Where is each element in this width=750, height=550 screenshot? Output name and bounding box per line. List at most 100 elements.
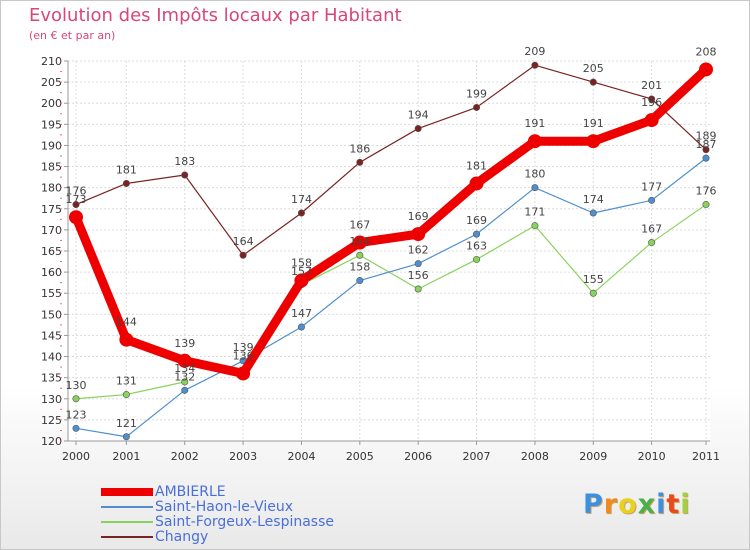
data-point bbox=[352, 235, 367, 250]
legend-swatch bbox=[101, 488, 153, 496]
data-point bbox=[589, 289, 597, 297]
data-label: 181 bbox=[116, 163, 137, 176]
data-point bbox=[531, 61, 539, 69]
data-point bbox=[181, 378, 189, 386]
data-point bbox=[414, 260, 422, 268]
data-label: 132 bbox=[174, 370, 195, 383]
legend-label: Saint-Haon-le-Vieux bbox=[155, 499, 294, 515]
data-point bbox=[702, 146, 710, 154]
data-point bbox=[297, 323, 305, 331]
data-point bbox=[122, 391, 130, 399]
data-label: 171 bbox=[524, 206, 545, 219]
data-point bbox=[586, 134, 601, 149]
data-label: 183 bbox=[174, 155, 195, 168]
axes: 120 125 130 135 140 145 150 155 160 165 170 175 180 1… bbox=[41, 55, 720, 463]
x-tick-label: 2010 bbox=[638, 450, 666, 463]
data-point bbox=[72, 424, 80, 432]
series-line bbox=[71, 64, 711, 378]
data-point bbox=[702, 201, 710, 209]
data-label: 164 bbox=[233, 235, 254, 248]
data-label: 158 bbox=[349, 261, 370, 274]
data-label: 139 bbox=[174, 337, 195, 350]
data-point bbox=[473, 103, 481, 111]
series-changy bbox=[72, 61, 710, 259]
data-label: 209 bbox=[524, 45, 545, 58]
data-label: 162 bbox=[408, 244, 429, 257]
data-point bbox=[297, 209, 305, 217]
data-label: 174 bbox=[583, 193, 604, 206]
data-label: 176 bbox=[66, 185, 87, 198]
data-label: 177 bbox=[641, 180, 662, 193]
data-point bbox=[356, 251, 364, 259]
data-point bbox=[473, 255, 481, 263]
data-point bbox=[72, 395, 80, 403]
data-point bbox=[356, 158, 364, 166]
x-tick-label: 2001 bbox=[112, 450, 140, 463]
proxiti-logo: Proxiti bbox=[583, 489, 691, 520]
y-tick-label: 175 bbox=[41, 203, 62, 216]
x-tick-label: 2007 bbox=[463, 450, 491, 463]
x-tick-label: 2005 bbox=[346, 450, 374, 463]
data-label: 169 bbox=[466, 214, 487, 227]
data-point bbox=[411, 227, 426, 242]
y-tick-label: 210 bbox=[41, 55, 62, 68]
data-point bbox=[122, 179, 130, 187]
x-tick-label: 2011 bbox=[692, 450, 720, 463]
legend-swatch bbox=[101, 521, 153, 523]
data-label: 164 bbox=[349, 235, 370, 248]
x-tick-label: 2000 bbox=[62, 450, 90, 463]
data-point bbox=[177, 353, 192, 368]
series-saint-haon-le-vieux bbox=[72, 154, 710, 441]
data-point bbox=[72, 201, 80, 209]
y-tick-label: 135 bbox=[41, 372, 62, 385]
data-point bbox=[644, 113, 659, 128]
data-point bbox=[181, 171, 189, 179]
data-label: 181 bbox=[466, 159, 487, 172]
series bbox=[69, 61, 713, 441]
legend-label: Saint-Forgeux-Lespinasse bbox=[155, 514, 334, 530]
data-label: 121 bbox=[116, 417, 137, 430]
data-point bbox=[589, 78, 597, 86]
x-tick-label: 2003 bbox=[229, 450, 257, 463]
data-label: 186 bbox=[349, 142, 370, 155]
data-point bbox=[702, 154, 710, 162]
data-label: 174 bbox=[291, 193, 312, 206]
data-label: 130 bbox=[66, 379, 87, 392]
data-point bbox=[589, 209, 597, 217]
data-label: 156 bbox=[408, 269, 429, 282]
series-line bbox=[75, 157, 707, 438]
data-label: 196 bbox=[641, 96, 662, 109]
data-point bbox=[469, 176, 484, 191]
data-label: 173 bbox=[66, 193, 87, 206]
y-tick-label: 195 bbox=[41, 118, 62, 131]
series-line bbox=[75, 64, 707, 256]
data-label: 191 bbox=[524, 117, 545, 130]
data-label: 158 bbox=[291, 257, 312, 270]
data-point bbox=[527, 134, 542, 149]
data-point bbox=[294, 273, 309, 288]
data-label: 167 bbox=[349, 219, 370, 232]
data-point bbox=[414, 285, 422, 293]
legend-swatch bbox=[101, 536, 153, 538]
data-label: 205 bbox=[583, 62, 604, 75]
data-label: 136 bbox=[233, 349, 254, 362]
y-tick-label: 180 bbox=[41, 182, 62, 195]
y-tick-label: 150 bbox=[41, 308, 62, 321]
data-label: 123 bbox=[66, 408, 87, 421]
data-label: 167 bbox=[641, 223, 662, 236]
data-label: 144 bbox=[116, 316, 137, 329]
y-tick-label: 190 bbox=[41, 139, 62, 152]
y-tick-label: 125 bbox=[41, 414, 62, 427]
data-point bbox=[181, 386, 189, 394]
chart-subtitle: (en € et par an) bbox=[29, 29, 116, 42]
data-label: 155 bbox=[583, 273, 604, 286]
data-point bbox=[699, 62, 713, 77]
y-tick-label: 145 bbox=[41, 329, 62, 342]
data-label: 199 bbox=[466, 87, 487, 100]
y-tick-label: 130 bbox=[41, 393, 62, 406]
data-label: 139 bbox=[233, 341, 254, 354]
data-label: 191 bbox=[583, 117, 604, 130]
data-point bbox=[648, 95, 656, 103]
data-label: 187 bbox=[696, 138, 717, 151]
